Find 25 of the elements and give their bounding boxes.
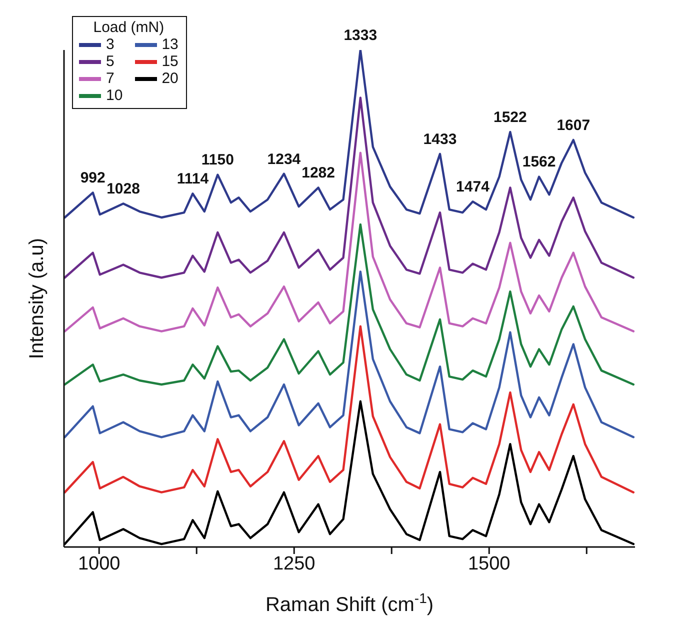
- annotation: 1474: [456, 178, 490, 196]
- legend-label: 3: [106, 36, 114, 53]
- annotation: 1234: [267, 150, 302, 168]
- x-tick-label: 1500: [468, 553, 510, 574]
- annotation: 1028: [106, 180, 140, 198]
- annotation: 1562: [522, 154, 556, 171]
- legend-label: 20: [162, 70, 178, 87]
- annotation: 1522: [494, 109, 527, 126]
- annotation: 1282: [302, 164, 335, 182]
- annotation: 1607: [556, 116, 590, 134]
- annotation: 992: [80, 170, 106, 187]
- legend-label: 15: [162, 53, 178, 70]
- annotation: 1333: [344, 27, 378, 44]
- y-axis-title: Intensity (a.u): [26, 238, 48, 360]
- x-tick-label: 1250: [272, 553, 316, 574]
- x-tick-label: 1000: [78, 553, 120, 574]
- legend-label: 5: [106, 53, 114, 70]
- legend-label: 10: [106, 87, 123, 104]
- annotation: 1114: [176, 170, 210, 188]
- legend-label: 7: [106, 70, 114, 87]
- legend-label: 13: [162, 36, 178, 53]
- legend-title: Load (mN): [92, 19, 166, 36]
- annotation: 1150: [201, 152, 234, 169]
- x-axis-title: Raman Shift (cm$^{-1}$): [265, 590, 434, 616]
- annotation: 1433: [423, 130, 457, 148]
